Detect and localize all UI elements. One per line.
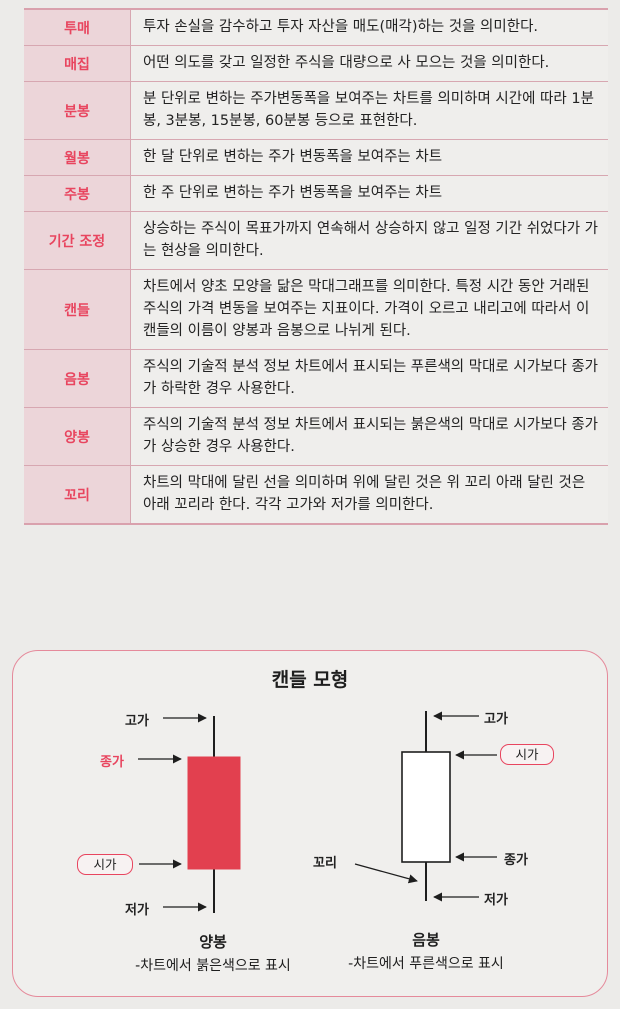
glossary-row: 투매 투자 손실을 감수하고 투자 자산을 매도(매각)하는 것을 의미한다. xyxy=(24,9,608,46)
bear-low-label: 저가 xyxy=(484,893,508,908)
glossary-definition: 어떤 의도를 갖고 일정한 주식을 대량으로 사 모으는 것을 의미한다. xyxy=(130,45,608,82)
glossary-row: 음봉 주식의 기술적 분석 정보 차트에서 표시되는 푸른색의 막대로 시가보다 … xyxy=(24,349,608,408)
arrow-bear-wick xyxy=(354,863,418,884)
bear-wick-label: 꼬리 xyxy=(313,856,337,871)
glossary-term: 양봉 xyxy=(24,407,131,466)
bull-high-label: 고가 xyxy=(125,714,149,729)
glossary-row: 주봉 한 주 단위로 변하는 주가 변동폭을 보여주는 차트 xyxy=(24,175,608,212)
bull-open-label: 시가 xyxy=(77,854,133,875)
glossary-term: 음봉 xyxy=(24,349,131,408)
glossary-definition: 주식의 기술적 분석 정보 차트에서 표시되는 푸른색의 막대로 시가보다 종가… xyxy=(130,349,608,408)
bullish-description: -차트에서 붉은색으로 표시 xyxy=(135,958,291,974)
glossary-term: 분봉 xyxy=(24,81,131,140)
glossary-row: 꼬리 차트의 막대에 달린 선을 의미하며 위에 달린 것은 위 꼬리 아래 달린… xyxy=(24,465,608,524)
candle-diagram: 캔들 모형 고가 종가 시가 저가 양봉 -차트에서 붉은색으로 표시 고가 시… xyxy=(12,650,608,997)
diagram-title: 캔들 모형 xyxy=(271,669,349,691)
glossary-row: 캔들 차트에서 양초 모양을 닮은 막대그래프를 의미한다. 특정 시간 동안 거… xyxy=(24,269,608,350)
bull-close-label: 종가 xyxy=(100,755,124,770)
glossary-term: 월봉 xyxy=(24,139,131,176)
bullish-name: 양봉 xyxy=(199,933,227,951)
glossary-term: 꼬리 xyxy=(24,465,131,524)
candle-art xyxy=(138,711,497,913)
glossary-row: 분봉 분 단위로 변하는 주가변동폭을 보여주는 차트를 의미하며 시간에 따라 … xyxy=(24,81,608,140)
glossary-term: 매집 xyxy=(24,45,131,82)
glossary-table: 투매 투자 손실을 감수하고 투자 자산을 매도(매각)하는 것을 의미한다. 매집… xyxy=(24,8,608,525)
bearish-caption: 음봉 -차트에서 푸른색으로 표시 xyxy=(326,929,526,973)
bullish-body xyxy=(187,756,241,870)
glossary-row: 양봉 주식의 기술적 분석 정보 차트에서 표시되는 붉은색의 막대로 시가보다 … xyxy=(24,407,608,466)
glossary-definition: 투자 손실을 감수하고 투자 자산을 매도(매각)하는 것을 의미한다. xyxy=(130,9,608,46)
glossary-row: 기간 조정 상승하는 주식이 목표가까지 연속해서 상승하지 않고 일정 기간 쉬… xyxy=(24,211,608,270)
bull-low-label: 저가 xyxy=(125,903,149,918)
glossary-term: 주봉 xyxy=(24,175,131,212)
glossary-definition: 상승하는 주식이 목표가까지 연속해서 상승하지 않고 일정 기간 쉬었다가 가… xyxy=(130,211,608,270)
glossary-term: 기간 조정 xyxy=(24,211,131,270)
bullish-caption: 양봉 -차트에서 붉은색으로 표시 xyxy=(113,931,313,975)
glossary-term: 캔들 xyxy=(24,269,131,350)
glossary-definition: 주식의 기술적 분석 정보 차트에서 표시되는 붉은색의 막대로 시가보다 종가… xyxy=(130,407,608,466)
bearish-name: 음봉 xyxy=(412,931,440,949)
bearish-description: -차트에서 푸른색으로 표시 xyxy=(348,956,504,972)
glossary-term: 투매 xyxy=(24,9,131,46)
bear-close-label: 종가 xyxy=(504,853,528,868)
bear-open-label: 시가 xyxy=(500,744,554,765)
bear-high-label: 고가 xyxy=(484,712,508,727)
glossary-definition: 한 달 단위로 변하는 주가 변동폭을 보여주는 차트 xyxy=(130,139,608,176)
glossary-row: 월봉 한 달 단위로 변하는 주가 변동폭을 보여주는 차트 xyxy=(24,139,608,176)
glossary-definition: 한 주 단위로 변하는 주가 변동폭을 보여주는 차트 xyxy=(130,175,608,212)
glossary-definition: 분 단위로 변하는 주가변동폭을 보여주는 차트를 의미하며 시간에 따라 1분… xyxy=(130,81,608,140)
glossary-body: 투매 투자 손실을 감수하고 투자 자산을 매도(매각)하는 것을 의미한다. 매집… xyxy=(24,9,608,524)
glossary-definition: 차트의 막대에 달린 선을 의미하며 위에 달린 것은 위 꼬리 아래 달린 것… xyxy=(130,465,608,524)
bearish-body xyxy=(401,751,451,863)
glossary-definition: 차트에서 양초 모양을 닮은 막대그래프를 의미한다. 특정 시간 동안 거래된… xyxy=(130,269,608,350)
glossary-row: 매집 어떤 의도를 갖고 일정한 주식을 대량으로 사 모으는 것을 의미한다. xyxy=(24,45,608,82)
